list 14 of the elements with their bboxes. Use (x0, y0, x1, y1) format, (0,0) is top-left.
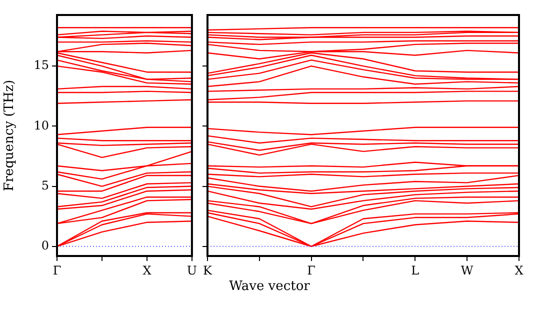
x-tick-label: Γ (52, 263, 62, 278)
x-tick-label: Γ (307, 263, 316, 278)
y-axis-title: Frequency (THz) (2, 80, 18, 192)
x-tick-label: X (142, 263, 152, 278)
y-tick-label: 5 (41, 178, 49, 192)
y-tick-label: 0 (41, 238, 49, 253)
x-tick-label: X (514, 263, 524, 278)
x-tick-label: L (411, 263, 420, 278)
x-axis-title: Wave vector (228, 279, 311, 294)
x-tick-label: K (203, 263, 213, 278)
x-tick-label: W (460, 263, 474, 278)
y-tick-label: 10 (34, 118, 49, 132)
x-tick-label: U (186, 263, 198, 278)
y-tick-label: 15 (34, 58, 49, 72)
